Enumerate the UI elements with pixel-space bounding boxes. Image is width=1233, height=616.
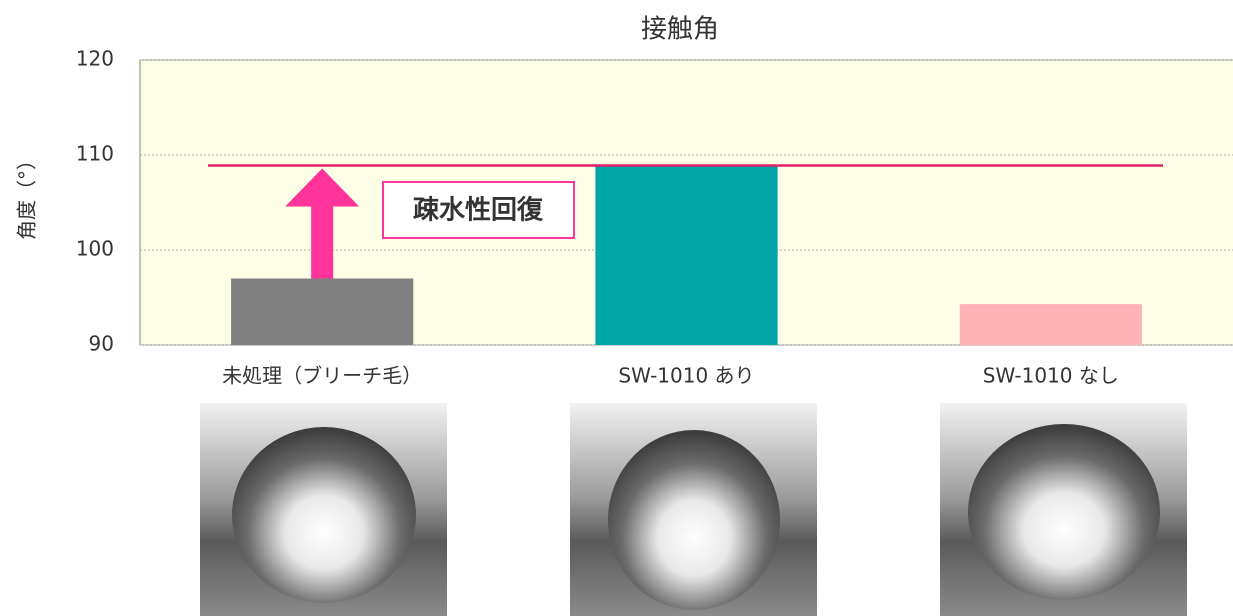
droplet-photo	[570, 403, 817, 616]
annotation-box	[382, 181, 575, 239]
arrow	[285, 168, 360, 279]
bar	[959, 304, 1142, 345]
bar	[231, 278, 414, 345]
x-tick-label: SW-1010 あり	[618, 364, 754, 388]
y-tick-label: 100	[76, 237, 114, 261]
annotation: 疎水性回復	[413, 195, 544, 226]
x-tick-label: 未処理（ブリーチ毛）	[222, 364, 422, 388]
y-axis-label: 角度（°）	[15, 150, 39, 240]
y-tick-label: 90	[89, 332, 114, 356]
y-tick-label: 110	[76, 142, 114, 166]
droplet-photo	[200, 403, 447, 616]
bar	[595, 165, 778, 345]
droplet-photo	[940, 403, 1187, 616]
x-tick-label: SW-1010 なし	[983, 364, 1119, 388]
chart-title: 接触角	[641, 15, 719, 45]
y-tick-label: 120	[76, 47, 114, 71]
